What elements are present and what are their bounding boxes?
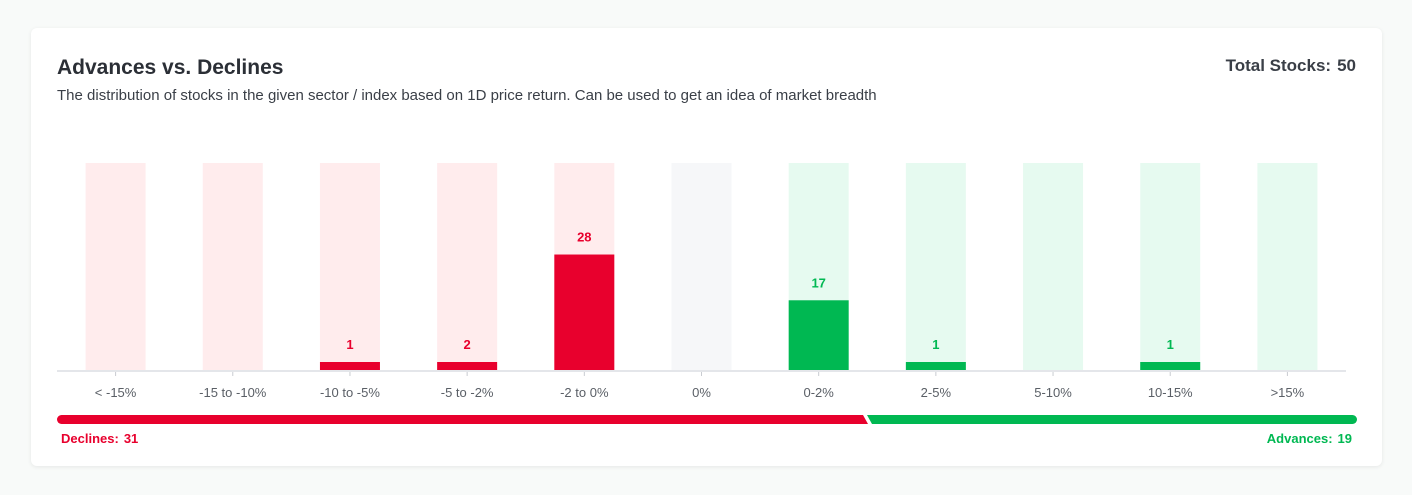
bar-value-label: 1	[1167, 337, 1174, 352]
total-stocks: Total Stocks: 50	[1226, 56, 1356, 76]
x-tick-label: < -15%	[95, 385, 137, 400]
market-breadth-bar	[57, 415, 1357, 424]
bar-value-label: 1	[346, 337, 353, 352]
card-subtitle: The distribution of stocks in the given …	[57, 87, 877, 104]
bar-background	[1023, 163, 1084, 371]
bar-value-label: 1	[932, 337, 939, 352]
bar-value-label: 28	[577, 230, 591, 245]
bar-background	[85, 163, 146, 371]
bar-background	[202, 163, 263, 371]
x-tick-label: -10 to -5%	[320, 385, 380, 400]
advances-label: Advances:	[1266, 431, 1333, 446]
bar-background	[1257, 163, 1318, 371]
x-tick-label: 10-15%	[1148, 385, 1193, 400]
bar-value-label: 2	[464, 337, 471, 352]
bar-background	[905, 163, 966, 371]
bar-background	[319, 163, 380, 371]
bar-background	[671, 163, 732, 371]
x-tick-label: -2 to 0%	[560, 385, 609, 400]
total-stocks-label: Total Stocks:	[1225, 56, 1332, 75]
advances-declines-card: Advances vs. Declines The distribution o…	[31, 28, 1382, 466]
bar[interactable]	[319, 362, 380, 371]
x-tick-label: 0-2%	[804, 385, 835, 400]
declines-summary: Declines: 31	[61, 431, 138, 446]
x-tick-label: 5-10%	[1034, 385, 1072, 400]
bar[interactable]	[788, 300, 849, 371]
x-tick-label: 2-5%	[921, 385, 952, 400]
total-stocks-value: 50	[1337, 56, 1356, 75]
x-tick-label: -15 to -10%	[199, 385, 267, 400]
bar-background	[1140, 163, 1201, 371]
declines-segment	[57, 415, 868, 424]
advances-summary: Advances: 19	[1267, 431, 1352, 446]
bar-value-label: 17	[811, 275, 825, 290]
bar[interactable]	[1140, 362, 1201, 371]
card-title: Advances vs. Declines	[57, 56, 284, 79]
bar-background	[437, 163, 498, 371]
distribution-bar-chart: < -15% -15 to -10% 1 -10 to -5% 2 -5 to -2% 28…	[57, 163, 1346, 400]
x-tick-label: >15%	[1271, 385, 1305, 400]
x-tick-label: 0%	[692, 385, 711, 400]
declines-value: 31	[123, 431, 139, 446]
advances-value: 19	[1337, 431, 1352, 446]
bar[interactable]	[905, 362, 966, 371]
declines-label: Declines:	[61, 431, 119, 446]
bar[interactable]	[554, 254, 615, 371]
bar[interactable]	[437, 362, 498, 371]
x-tick-label: -5 to -2%	[441, 385, 494, 400]
advances-segment	[867, 415, 1357, 424]
